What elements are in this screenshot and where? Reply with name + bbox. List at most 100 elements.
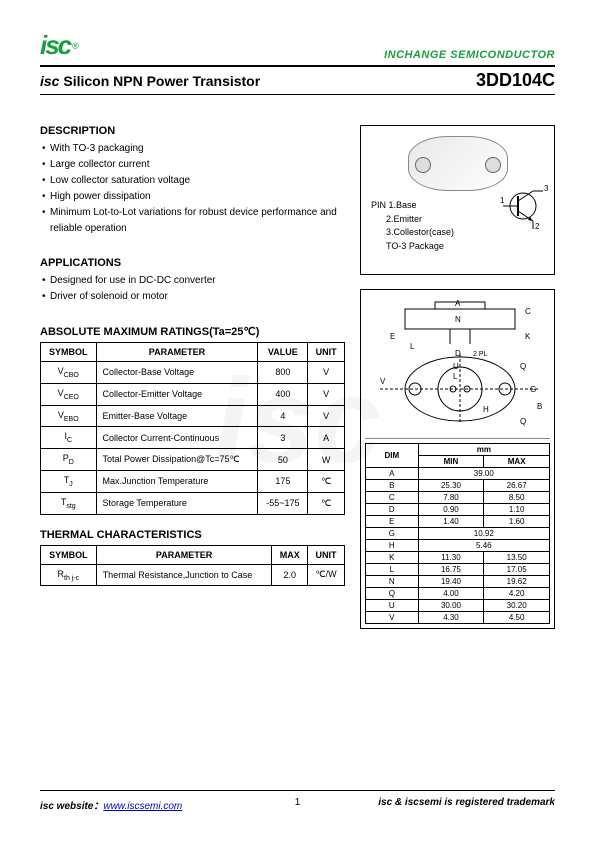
cell-unit: W — [308, 449, 345, 471]
cell-unit: ℃ — [308, 470, 345, 492]
cell-max: 26.67 — [484, 480, 550, 492]
cell-max: 8.50 — [484, 492, 550, 504]
table-row: PD Total Power Dissipation@Tc=75℃ 50 W — [41, 449, 345, 471]
header: isc ® INCHANGE SEMICONDUCTOR — [40, 30, 555, 61]
pin-item: 1.Base — [389, 200, 417, 210]
divider-top-thin — [40, 94, 555, 95]
cell-symbol: VEBO — [41, 405, 97, 427]
table-row: B25.3026.67 — [366, 480, 550, 492]
description-item: High power dissipation — [40, 189, 345, 205]
table-row: C7.808.50 — [366, 492, 550, 504]
cell-max: 19.62 — [484, 576, 550, 588]
cell-dim: B — [366, 480, 419, 492]
table-row: Tstg Storage Temperature -55~175 ℃ — [41, 492, 345, 514]
cell-unit: A — [308, 427, 345, 449]
dim-unit-row: DIMmm — [366, 444, 550, 456]
cell-value: 39.00 — [418, 468, 549, 480]
cell-param: Collector Current-Continuous — [96, 427, 258, 449]
cell-min: 25.30 — [418, 480, 484, 492]
cell-value: -55~175 — [258, 492, 308, 514]
table-row: H5.46 — [366, 540, 550, 552]
cell-symbol: VCEO — [41, 383, 97, 405]
cell-unit: ℃ — [308, 492, 345, 514]
col-min: MIN — [418, 456, 484, 468]
svg-text:U: U — [453, 362, 459, 371]
col-max: MAX — [484, 456, 550, 468]
footer-divider — [40, 790, 555, 791]
website-link[interactable]: www.iscsemi.com — [103, 801, 182, 812]
divider-top-thick — [40, 65, 555, 67]
svg-text:2: 2 — [535, 222, 540, 231]
cell-max: 30.20 — [484, 600, 550, 612]
cell-dim: Q — [366, 588, 419, 600]
col-unit: UNIT — [308, 545, 345, 564]
package-name: TO-3 Package — [386, 241, 444, 251]
thermal-section: THERMAL CHARACTERISTICS SYMBOL PARAMETER… — [40, 529, 345, 587]
cell-dim: E — [366, 516, 419, 528]
cell-max: 17.05 — [484, 564, 550, 576]
table-row: IC Collector Current-Continuous 3 A — [41, 427, 345, 449]
logo: isc ® — [40, 30, 79, 61]
pin-label: PIN — [371, 200, 386, 210]
applications-item: Driver of solenoid or motor — [40, 289, 345, 305]
svg-text:K: K — [525, 332, 531, 341]
cell-symbol: PD — [41, 449, 97, 471]
cell-symbol: IC — [41, 427, 97, 449]
cell-value: 10.92 — [418, 528, 549, 540]
pin-item: 3.Collestor(case) — [386, 227, 454, 237]
cell-min: 19.40 — [418, 576, 484, 588]
cell-symbol: Rth j-c — [41, 564, 97, 586]
table-row: VCEO Collector-Emitter Voltage 400 V — [41, 383, 345, 405]
table-row: VCBO Collector-Base Voltage 800 V — [41, 362, 345, 384]
table-row: G10.92 — [366, 528, 550, 540]
cell-value: 5.46 — [418, 540, 549, 552]
description-item: With TO-3 packaging — [40, 141, 345, 157]
svg-text:E: E — [390, 332, 395, 341]
svg-text:1: 1 — [500, 196, 505, 205]
footer-website: isc website：www.iscsemi.com — [40, 797, 182, 812]
table-row: A39.00 — [366, 468, 550, 480]
cell-unit: V — [308, 362, 345, 384]
dimensions-table: DIMmm MINMAX A39.00B25.3026.67C7.808.50D… — [365, 443, 550, 624]
cell-min: 4.30 — [418, 612, 484, 624]
description-heading: DESCRIPTION — [40, 125, 345, 137]
table-row: Rth j-c Thermal Resistance,Junction to C… — [41, 564, 345, 586]
col-symbol: SYMBOL — [41, 545, 97, 564]
thermal-heading: THERMAL CHARACTERISTICS — [40, 529, 345, 541]
cell-param: Collector-Emitter Voltage — [96, 383, 258, 405]
cell-param: Storage Temperature — [96, 492, 258, 514]
cell-unit: V — [308, 405, 345, 427]
table-row: U30.0030.20 — [366, 600, 550, 612]
applications-heading: APPLICATIONS — [40, 257, 345, 269]
title-prefix: isc — [40, 73, 59, 89]
cell-max: 4.20 — [484, 588, 550, 600]
cell-unit: ℃/W — [308, 564, 345, 586]
ratings-table: SYMBOL PARAMETER VALUE UNIT VCBO Collect… — [40, 342, 345, 515]
svg-text:V: V — [380, 377, 386, 386]
svg-text:Q: Q — [520, 417, 526, 426]
svg-text:C: C — [525, 307, 531, 316]
package-box: 1 3 2 PIN 1.Base 2.Emitter 3.Collestor(c… — [360, 125, 555, 275]
table-row: VEBO Emitter-Base Voltage 4 V — [41, 405, 345, 427]
title-left: isc Silicon NPN Power Transistor — [40, 73, 260, 89]
cell-dim: V — [366, 612, 419, 624]
applications-list: Designed for use in DC-DC converter Driv… — [40, 273, 345, 305]
cell-max: 1.10 — [484, 504, 550, 516]
col-unit: UNIT — [308, 343, 345, 362]
dimensions-box: A N C E K L D 2 PL U L — [360, 289, 555, 629]
svg-text:N: N — [455, 315, 461, 324]
left-column: DESCRIPTION With TO-3 packaging Large co… — [40, 125, 345, 629]
cell-value: 400 — [258, 383, 308, 405]
cell-min: 1.40 — [418, 516, 484, 528]
cell-param: Total Power Dissipation@Tc=75℃ — [96, 449, 258, 471]
cell-dim: K — [366, 552, 419, 564]
cell-param: Emitter-Base Voltage — [96, 405, 258, 427]
right-column: 1 3 2 PIN 1.Base 2.Emitter 3.Collestor(c… — [360, 125, 555, 629]
svg-text:G: G — [530, 385, 536, 394]
footer: isc website：www.iscsemi.com 1 isc & iscs… — [40, 790, 555, 812]
cell-value: 50 — [258, 449, 308, 471]
title-row: isc Silicon NPN Power Transistor 3DD104C — [40, 70, 555, 91]
footer-trademark: isc & iscsemi is registered trademark — [378, 797, 555, 812]
svg-text:3: 3 — [544, 184, 548, 193]
cell-max: 1.60 — [484, 516, 550, 528]
